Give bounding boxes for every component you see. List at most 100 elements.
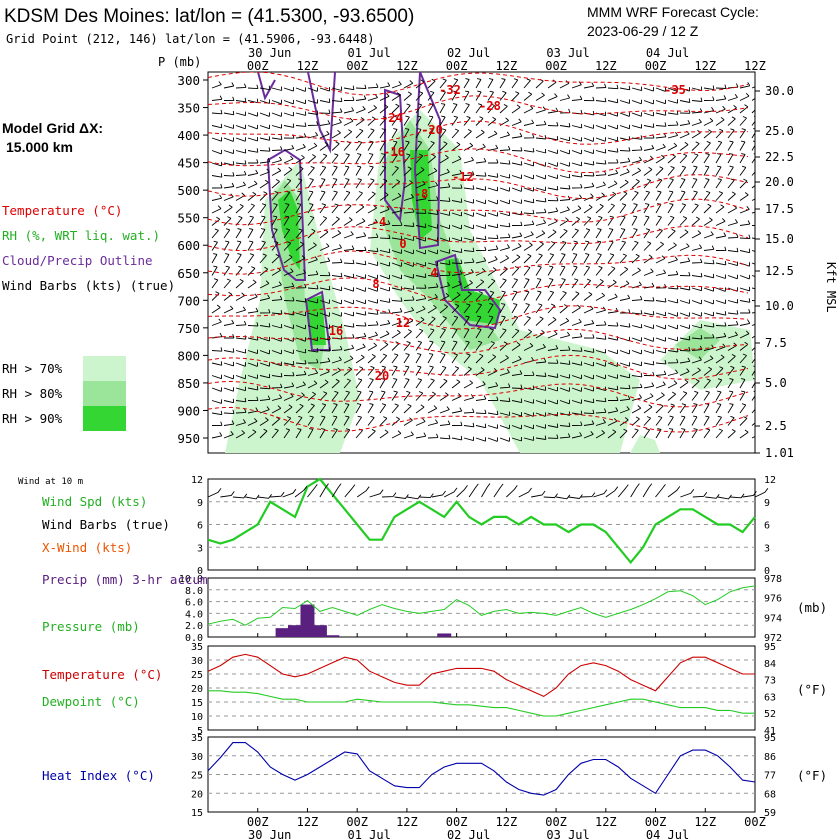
wind-barb <box>379 298 391 303</box>
wind-barb <box>619 349 630 355</box>
wind-barb <box>475 116 484 126</box>
wind-barb <box>295 283 307 289</box>
wind-barb <box>439 237 450 242</box>
wind-barb <box>487 382 499 389</box>
top-hour-label: 00Z <box>545 59 567 73</box>
wind-barb <box>223 124 234 129</box>
wind-barb <box>667 190 674 201</box>
wind-barb <box>403 140 410 151</box>
wind-barb <box>451 421 463 427</box>
wind-barb-10m <box>630 483 640 498</box>
temperature-contour <box>208 354 749 380</box>
wind-barb <box>715 322 727 327</box>
wind-barb <box>307 203 314 214</box>
wind-barb <box>535 399 546 405</box>
wind-barb <box>379 319 391 326</box>
wind-barb <box>391 103 400 114</box>
wind-barb <box>667 203 674 214</box>
wind-barb <box>727 354 736 364</box>
wind-barb <box>331 390 339 401</box>
wind-barb <box>691 118 702 126</box>
pressure-tick-label: 300 <box>177 73 200 88</box>
wind-barb <box>283 404 293 414</box>
wind-barb <box>643 215 650 226</box>
wind-barb <box>487 278 496 289</box>
wind-barb <box>307 270 319 276</box>
wind-barb <box>391 308 403 314</box>
wind-barb <box>667 415 674 426</box>
wind-barb <box>307 142 318 151</box>
wind-barb <box>211 374 222 380</box>
wind-barb <box>451 103 458 114</box>
wind-barb <box>751 300 755 302</box>
wind-barb <box>307 256 318 264</box>
wind-barb <box>427 115 434 126</box>
wind-barb <box>451 141 461 151</box>
wind-barb <box>367 390 374 401</box>
temperature-label: -8 <box>414 187 428 201</box>
wind-barb <box>223 387 234 392</box>
heat-tick-label-right: 59 <box>764 808 776 819</box>
wind-barb <box>271 428 279 439</box>
wind-barb <box>583 319 595 326</box>
wind-barb <box>715 343 726 351</box>
wind-barb <box>631 146 643 151</box>
wind-barb <box>319 120 331 126</box>
wind-barb <box>379 416 388 426</box>
temp-tick-label-left: 20 <box>191 684 203 695</box>
wind-barb <box>715 246 727 252</box>
wind-barb <box>703 323 715 328</box>
wind-barb <box>451 211 462 217</box>
wind-barb <box>259 168 270 176</box>
wind-barb <box>499 222 511 228</box>
heat-tick-label-right: 86 <box>764 752 776 763</box>
wind-barb <box>343 390 350 401</box>
forecast-cycle: 2023-06-29 / 12 Z <box>587 23 699 39</box>
wind-barb <box>523 133 535 139</box>
wind-barb <box>571 304 581 314</box>
wind-barb <box>271 156 282 164</box>
wind-barb <box>487 290 495 301</box>
wind-barb <box>367 140 374 151</box>
wind-barb <box>583 387 594 392</box>
wind-barb <box>559 290 567 301</box>
wind-barb <box>739 403 747 414</box>
wind-barb <box>439 78 447 89</box>
wind-barb <box>751 153 755 164</box>
wind-barb <box>655 381 666 389</box>
wind-barb <box>319 391 328 401</box>
wind-barb <box>427 167 438 176</box>
wind-barb <box>235 430 246 439</box>
wind-barb <box>343 323 355 328</box>
wind-tick-label-right: 3 <box>764 543 770 554</box>
temp-tick-label-right: 63 <box>764 692 776 703</box>
wind-barb <box>535 120 547 126</box>
wind-barb <box>691 178 698 189</box>
wind-barb <box>679 403 687 414</box>
wind-barb <box>463 303 471 314</box>
wind-barb <box>223 348 235 353</box>
wind-barb <box>319 130 330 139</box>
wind-barb <box>463 236 475 242</box>
wind-barb <box>619 280 630 289</box>
wind-barb <box>463 408 475 414</box>
wind-barb <box>271 203 278 214</box>
wind-barb <box>751 403 755 414</box>
wind-barb <box>223 305 234 314</box>
height-tick-label: 5.0 <box>765 376 787 390</box>
wind-barb <box>451 90 458 101</box>
wind-barb <box>343 311 355 317</box>
wind-barb <box>379 82 391 89</box>
wind-barb <box>739 165 747 176</box>
wind-barb <box>511 199 522 204</box>
temperature-contour-labels: -32 -28 -35 -24 -20 -16 -12 -8 -4 0 4 8 12 16 20 <box>329 83 686 383</box>
wind-barb <box>631 179 640 189</box>
wind-barb <box>331 178 338 189</box>
wind-barb <box>511 370 523 376</box>
wind-barb <box>343 217 353 226</box>
wind-barb <box>379 128 386 139</box>
wind-barb <box>379 262 390 267</box>
wind-barb <box>655 359 667 365</box>
wind-barb <box>667 228 676 239</box>
wind-barb <box>403 103 411 114</box>
